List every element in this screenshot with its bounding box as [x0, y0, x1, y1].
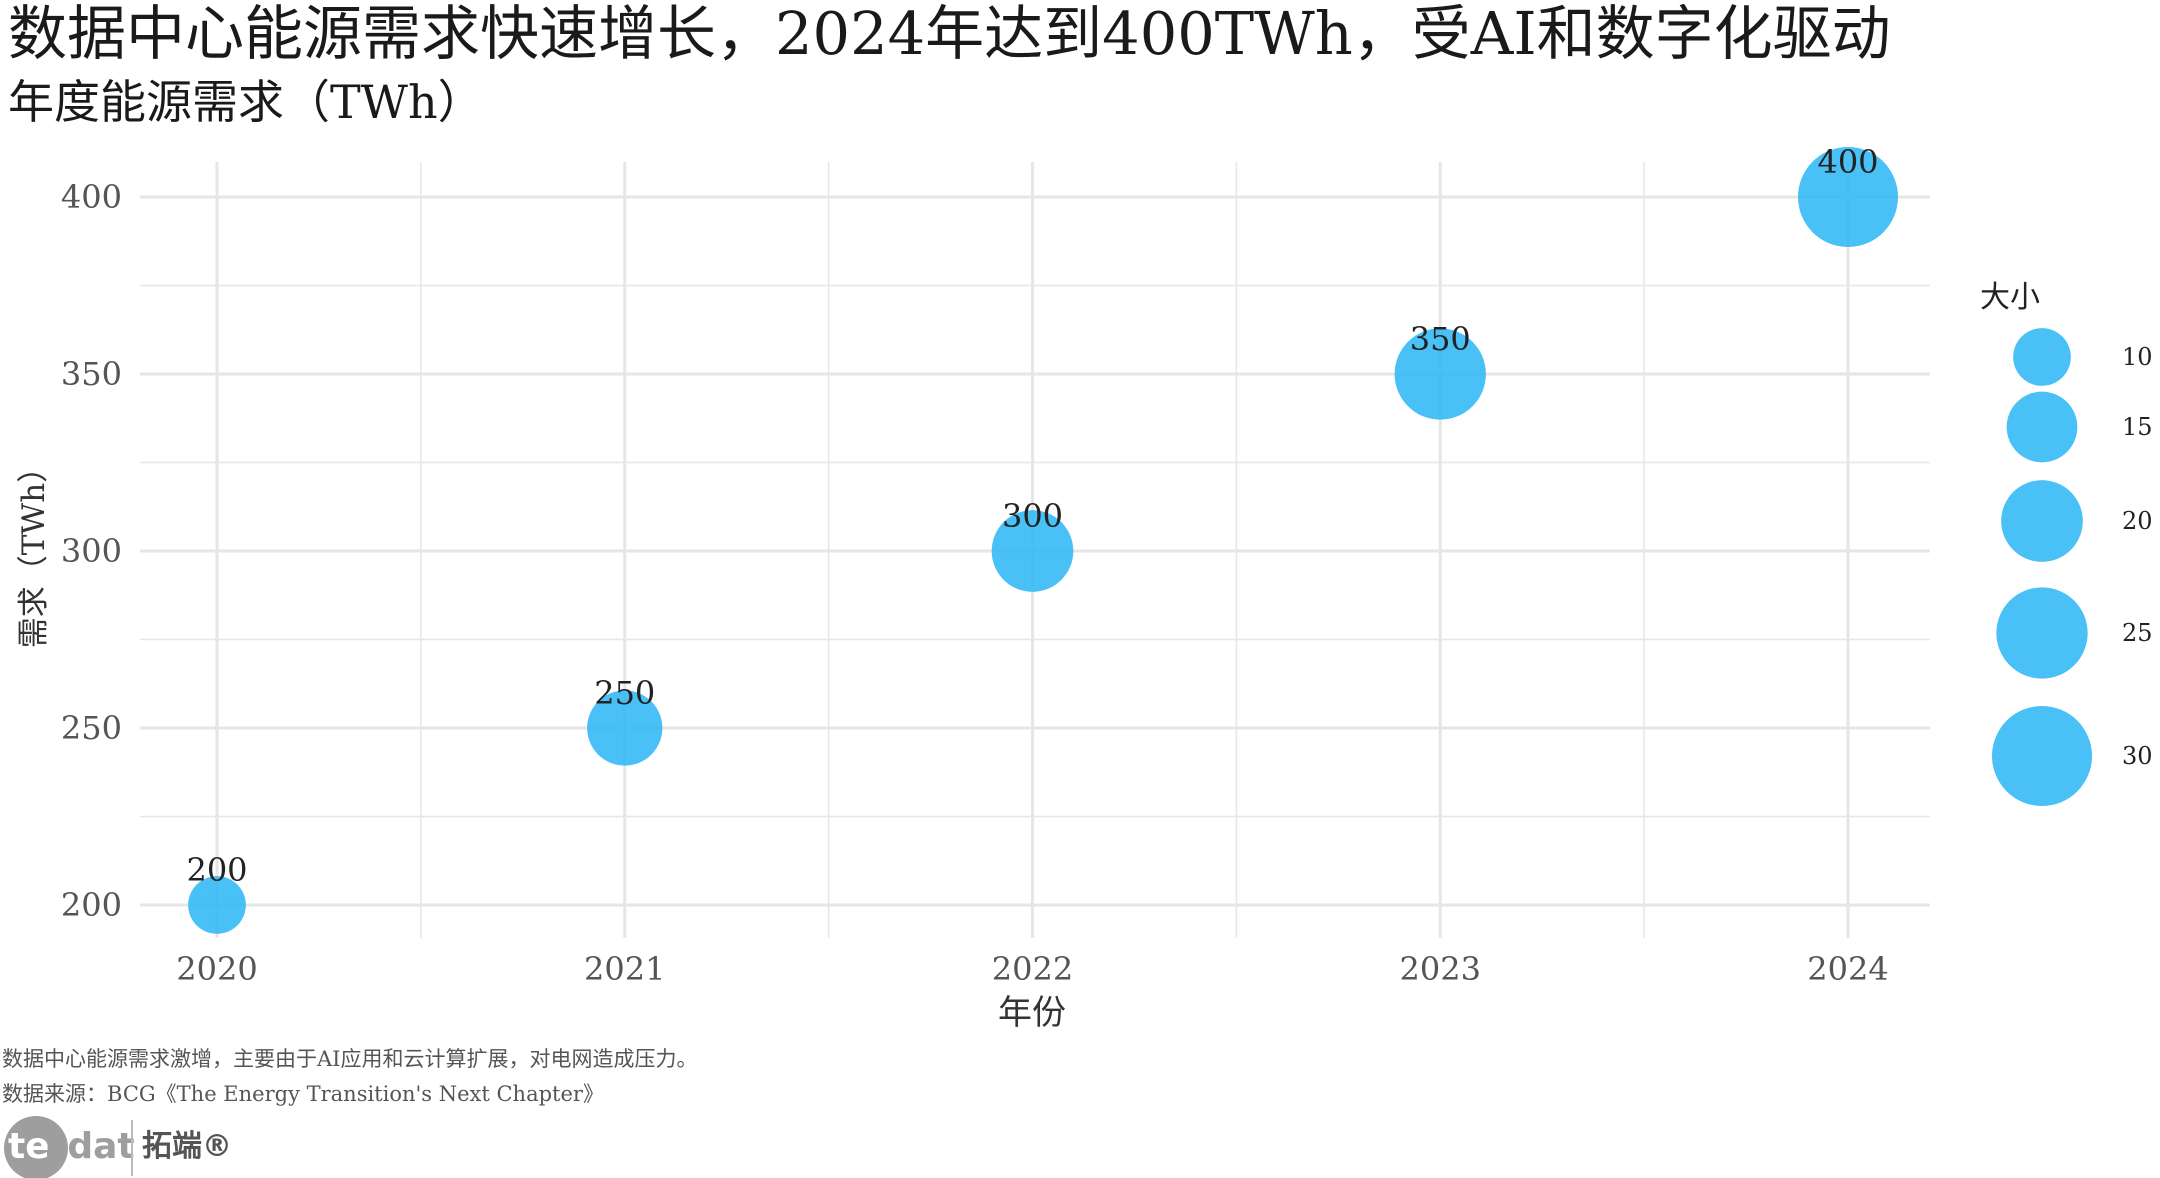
logo-circle	[4, 1116, 68, 1178]
y-tick-label: 200	[61, 886, 122, 924]
data-label: 400	[1817, 143, 1878, 181]
data-point	[991, 510, 1074, 592]
data-label: 250	[594, 674, 655, 712]
x-axis-label: 年份	[998, 993, 1066, 1033]
y-tick-label: 250	[61, 709, 122, 747]
legend-items: 10 15 20 25 30	[1992, 328, 2153, 806]
data-labels: 200 250 300 350 400	[186, 143, 1878, 889]
legend-key	[2013, 328, 2071, 386]
legend-label: 20	[2122, 507, 2153, 535]
data-point	[1394, 328, 1486, 420]
chart-subtitle: 年度能源需求（TWh）	[8, 75, 484, 129]
legend-key	[1992, 706, 2092, 806]
legend-key	[1996, 587, 2088, 679]
svg-text:拓端®: 拓端®	[142, 1129, 232, 1164]
legend-label: 30	[2122, 742, 2153, 770]
legend-key	[2006, 391, 2078, 463]
y-tick-label: 300	[61, 532, 122, 570]
x-tick-label: 2024	[1807, 950, 1888, 988]
grid-minor-lines	[140, 162, 1930, 938]
size-legend: 大小 10 15 20 25 30	[1980, 280, 2153, 806]
chart-title: 数据中心能源需求快速增长，2024年达到400TWh，受AI和数字化驱动	[8, 0, 1891, 68]
x-tick-label: 2021	[584, 950, 665, 988]
legend-label: 15	[2122, 413, 2153, 441]
y-tick-label: 400	[61, 178, 122, 216]
legend-title: 大小	[1980, 280, 2040, 315]
tecdat-logo: te cdat 拓端®	[4, 1116, 232, 1178]
svg-text:te: te	[8, 1126, 50, 1167]
legend-label: 25	[2122, 619, 2153, 647]
legend-label: 10	[2122, 343, 2153, 371]
svg-text:cdat: cdat	[46, 1126, 135, 1167]
x-tick-label: 2023	[1400, 950, 1481, 988]
caption-source: 数据来源：BCG《The Energy Transition's Next Ch…	[2, 1082, 604, 1106]
data-label: 200	[186, 851, 247, 889]
data-label: 350	[1410, 320, 1471, 358]
legend-key	[2001, 480, 2083, 562]
caption-note: 数据中心能源需求激增，主要由于AI应用和云计算扩展，对电网造成压力。	[2, 1047, 698, 1071]
y-axis-ticks: 200 250 300 350 400	[61, 178, 122, 924]
x-tick-label: 2022	[992, 950, 1073, 988]
data-point	[587, 690, 663, 766]
y-axis-label: 需求（TWh）	[16, 452, 52, 649]
data-points	[188, 147, 1898, 934]
data-label: 300	[1002, 497, 1063, 535]
x-tick-label: 2020	[176, 950, 257, 988]
y-tick-label: 350	[61, 355, 122, 393]
data-point	[188, 876, 246, 934]
x-axis-ticks: 2020 2021 2022 2023 2024	[176, 950, 1888, 988]
data-point	[1798, 147, 1898, 247]
